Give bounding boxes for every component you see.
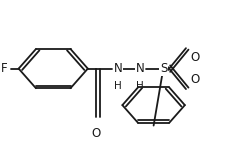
Text: O: O [190,73,200,86]
Text: N: N [114,62,122,75]
Text: O: O [190,51,200,64]
Text: S: S [160,62,167,75]
Text: O: O [91,127,100,140]
Text: F: F [1,62,8,75]
Text: H: H [114,81,122,91]
Text: H: H [136,81,144,91]
Text: N: N [136,62,145,75]
